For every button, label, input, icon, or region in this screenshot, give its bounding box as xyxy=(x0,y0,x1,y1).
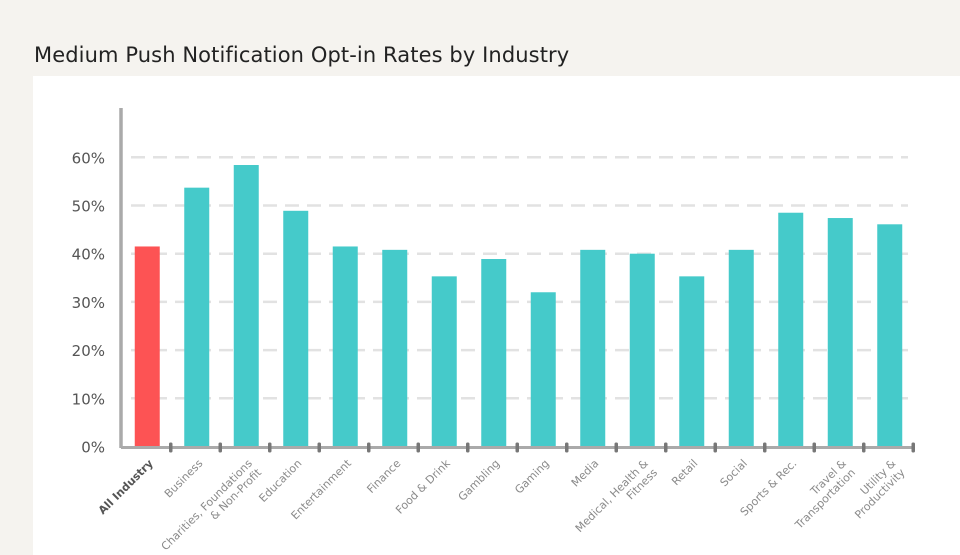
bar xyxy=(431,276,457,447)
bar xyxy=(382,249,408,447)
x-tick-label-line: Business xyxy=(162,457,206,501)
x-tick-label: Retail xyxy=(669,457,700,488)
bar xyxy=(629,253,655,447)
x-tick-label-line: Media xyxy=(569,457,602,490)
x-tick xyxy=(911,442,915,453)
x-tick xyxy=(218,442,222,453)
x-tick xyxy=(763,442,767,453)
x-tick xyxy=(169,442,173,453)
y-tick-label: 60% xyxy=(72,149,105,167)
bar xyxy=(827,218,853,447)
bar xyxy=(530,292,556,447)
bar xyxy=(580,249,606,447)
x-tick-label: Media xyxy=(569,457,602,490)
bar xyxy=(877,224,903,447)
x-tick xyxy=(367,442,371,453)
x-tick-label: Education xyxy=(256,457,304,505)
x-tick xyxy=(664,442,668,453)
x-tick xyxy=(515,442,519,453)
x-tick xyxy=(317,442,321,453)
x-tick-label: Gambling xyxy=(456,457,503,504)
y-tick-label: 20% xyxy=(72,342,105,360)
x-tick xyxy=(416,442,420,453)
y-tick-label: 0% xyxy=(81,439,105,457)
x-tick-label-line: Charities, Foundations xyxy=(159,457,255,553)
bar xyxy=(728,249,754,447)
x-tick-label: Business xyxy=(162,457,206,501)
bar xyxy=(184,187,210,447)
bar xyxy=(679,276,705,447)
x-tick-label-line: Education xyxy=(256,457,304,505)
x-tick xyxy=(565,442,569,453)
x-tick-label-line: Gaming xyxy=(512,457,552,497)
bar xyxy=(481,259,507,447)
x-tick-label-line: Social xyxy=(718,457,750,489)
x-tick-label: Finance xyxy=(364,457,403,496)
y-tick-label: 40% xyxy=(72,246,105,264)
x-tick-label: Social xyxy=(718,457,750,489)
x-tick-label: Gaming xyxy=(512,457,552,497)
y-tick-label: 50% xyxy=(72,198,105,216)
x-tick xyxy=(614,442,618,453)
chart-title: Medium Push Notification Opt-in Rates by… xyxy=(34,43,570,67)
y-tick-label: 30% xyxy=(72,294,105,312)
x-tick-label: Charities, Foundations& Non-Profit xyxy=(159,456,265,555)
x-tick-label: Utility &Productivity xyxy=(843,457,908,522)
x-tick-label-line: All Industry xyxy=(96,457,156,517)
x-tick-label-line: Retail xyxy=(669,457,700,488)
x-tick-label: All Industry xyxy=(96,457,156,517)
bar xyxy=(233,165,259,447)
y-tick-label: 10% xyxy=(72,390,105,408)
x-tick-label-line: Gambling xyxy=(456,457,503,504)
x-tick xyxy=(466,442,470,453)
x-tick xyxy=(268,442,272,453)
x-tick xyxy=(713,442,717,453)
bar xyxy=(283,210,309,447)
x-tick xyxy=(862,442,866,453)
x-tick-label-line: Finance xyxy=(364,457,403,496)
bar xyxy=(332,246,358,447)
x-tick xyxy=(812,442,816,453)
bar xyxy=(778,212,804,447)
bar xyxy=(134,246,160,447)
